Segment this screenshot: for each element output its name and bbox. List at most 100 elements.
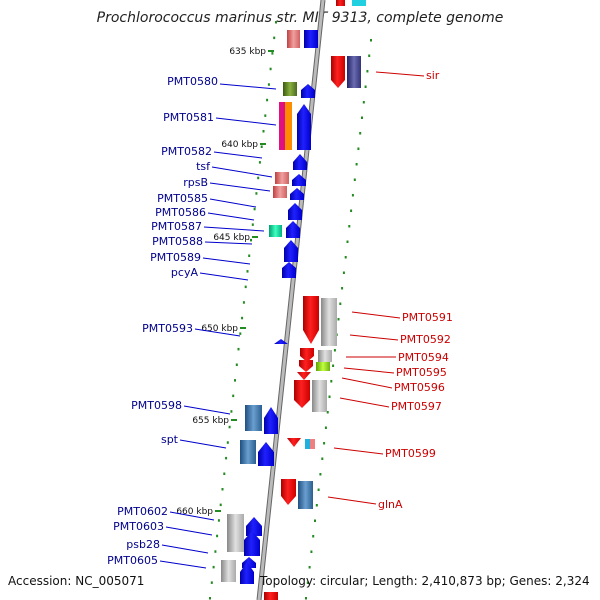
reverse-gene-arrow[interactable] — [299, 360, 313, 372]
forward-gene-arrow[interactable] — [244, 531, 260, 556]
feature-group-top — [287, 0, 366, 48]
gene-label[interactable]: pcyA — [171, 266, 199, 279]
reverse-gene-arrow[interactable] — [331, 56, 345, 88]
forward-gene-arrow[interactable] — [240, 562, 254, 584]
forward-gene-arrow[interactable] — [246, 517, 262, 536]
gene-label[interactable]: rpsB — [183, 176, 208, 189]
gene-label[interactable]: PMT0594 — [398, 351, 449, 364]
gene-label[interactable]: psb28 — [126, 538, 160, 551]
forward-gene-arrow[interactable] — [258, 442, 274, 466]
guide-dot — [255, 192, 258, 195]
reverse-gene-arrow[interactable] — [294, 380, 310, 408]
feature-block-right-middle — [294, 296, 337, 412]
gene-feature-box[interactable] — [310, 439, 315, 449]
gene-feature-box[interactable] — [285, 102, 292, 150]
gene-label[interactable]: PMT0595 — [396, 366, 447, 379]
guide-dot — [364, 85, 367, 88]
gene-label[interactable]: PMT0581 — [163, 111, 214, 124]
forward-gene-arrow[interactable] — [292, 174, 306, 186]
gene-label[interactable]: PMT0588 — [152, 235, 203, 248]
gene-feature-box[interactable] — [316, 362, 330, 371]
gene-feature-box[interactable] — [279, 102, 285, 150]
feature-block-left-upper — [269, 82, 315, 344]
label-leader — [209, 198, 257, 208]
reverse-gene-arrow[interactable] — [303, 296, 319, 344]
forward-gene-arrow[interactable] — [293, 154, 307, 170]
gene-label[interactable]: PMT0603 — [113, 520, 164, 533]
gene-feature-box[interactable] — [347, 56, 361, 88]
gene-feature-box[interactable] — [321, 298, 337, 346]
gene-feature-box[interactable] — [221, 560, 236, 582]
gene-label[interactable]: PMT0586 — [155, 206, 206, 219]
gene-feature-box[interactable] — [227, 514, 244, 552]
gene-feature[interactable] — [264, 592, 278, 600]
gene-label[interactable]: PMT0605 — [107, 554, 158, 567]
forward-gene-arrow[interactable] — [290, 188, 304, 200]
guide-dot — [317, 488, 320, 491]
forward-gene-arrow[interactable] — [301, 84, 315, 98]
gene-feature-box[interactable] — [298, 481, 313, 509]
guide-dot — [228, 425, 231, 429]
guide-dot — [234, 379, 236, 382]
gene-label[interactable]: PMT0582 — [161, 145, 212, 158]
forward-gene-arrow[interactable] — [284, 240, 298, 262]
feature-sir[interactable] — [331, 56, 361, 88]
guide-dot — [258, 161, 261, 164]
gene-feature[interactable] — [287, 30, 300, 48]
gene-feature[interactable] — [304, 30, 318, 48]
reverse-gene-arrow[interactable] — [297, 372, 311, 380]
guide-dot — [241, 316, 244, 320]
gene-feature-box[interactable] — [283, 82, 297, 96]
gene-label[interactable]: PMT0593 — [142, 322, 193, 335]
reverse-gene-arrow[interactable] — [287, 438, 301, 447]
gene-label[interactable]: glnA — [378, 498, 403, 511]
gene-feature-box[interactable] — [245, 405, 262, 431]
gene-label[interactable]: PMT0589 — [150, 251, 201, 264]
forward-gene-arrow[interactable] — [274, 339, 288, 344]
reverse-gene-arrow[interactable] — [300, 348, 314, 362]
gene-label[interactable]: PMT0598 — [131, 399, 182, 412]
gene-feature-box[interactable] — [273, 186, 287, 198]
forward-gene-arrow[interactable] — [286, 221, 300, 238]
guide-dot — [342, 271, 345, 274]
forward-gene-arrow[interactable] — [297, 104, 311, 150]
gene-label[interactable]: spt — [161, 433, 179, 446]
guide-dot — [319, 473, 322, 476]
guide-dot — [232, 394, 235, 398]
guide-dot — [357, 147, 360, 150]
guide-dot — [328, 395, 331, 398]
gene-feature-box[interactable] — [269, 225, 282, 237]
gene-feature[interactable] — [336, 0, 345, 6]
gene-label[interactable]: PMT0592 — [400, 333, 451, 346]
gene-label[interactable]: PMT0599 — [385, 447, 436, 460]
gene-label[interactable]: tsf — [196, 160, 211, 173]
forward-gene-arrow[interactable] — [288, 203, 302, 220]
gene-feature-box[interactable] — [312, 380, 327, 412]
guide-dot — [332, 364, 335, 367]
gene-label[interactable]: sir — [426, 69, 440, 82]
gene-feature-box[interactable] — [318, 350, 332, 362]
guide-dot — [321, 457, 324, 460]
reverse-gene-arrow[interactable] — [281, 479, 296, 505]
genome-summary-text: Topology: circular; Length: 2,410,873 bp… — [259, 574, 590, 588]
gene-feature-box[interactable] — [240, 440, 256, 464]
gene-label[interactable]: PMT0587 — [151, 220, 202, 233]
gene-feature-box[interactable] — [305, 439, 310, 449]
gene-label[interactable]: PMT0602 — [117, 505, 168, 518]
gene-label[interactable]: PMT0597 — [391, 400, 442, 413]
label-leader — [202, 257, 251, 265]
kbp-label: 655 kbp — [192, 416, 229, 426]
gene-label[interactable]: PMT0591 — [402, 311, 453, 324]
guide-dot — [306, 581, 309, 584]
guide-dot — [242, 301, 245, 304]
guide-dot — [370, 39, 372, 42]
forward-gene-arrow[interactable] — [282, 262, 296, 278]
gene-label[interactable]: PMT0585 — [157, 192, 208, 205]
gene-label[interactable]: PMT0580 — [167, 75, 218, 88]
gene-feature[interactable] — [352, 0, 366, 6]
gene-label[interactable]: PMT0596 — [394, 381, 445, 394]
gene-feature-box[interactable] — [275, 172, 289, 184]
label-leader — [169, 511, 215, 521]
forward-gene-arrow[interactable] — [264, 407, 278, 434]
